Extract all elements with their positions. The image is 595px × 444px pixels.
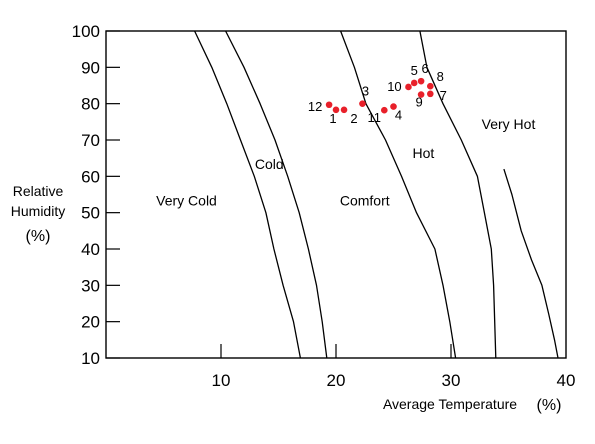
y-axis-label-line-3: (%) xyxy=(25,228,51,245)
y-tick-label: 40 xyxy=(81,240,100,259)
zone-boundaries xyxy=(194,30,559,359)
y-tick-label: 100 xyxy=(72,22,100,41)
x-axis-unit: (%) xyxy=(537,397,562,414)
y-tick-label: 60 xyxy=(81,167,100,186)
data-point-label: 7 xyxy=(440,88,447,103)
y-axis-ticks: 10 20 30 40 50 60 70 80 90 100 xyxy=(72,22,120,368)
y-axis-label-line-1: Relative xyxy=(12,183,64,199)
data-point xyxy=(405,83,412,91)
data-point-label: 10 xyxy=(387,79,401,94)
data-point xyxy=(340,106,348,114)
data-point xyxy=(410,79,418,87)
boundary-line-comfort-hot xyxy=(339,30,457,359)
x-tick-label: 20 xyxy=(327,371,346,390)
x-tick-label: 10 xyxy=(212,371,231,390)
zone-label: Very Hot xyxy=(482,116,536,132)
data-point-label: 12 xyxy=(308,99,322,114)
y-tick-label: 30 xyxy=(81,276,100,295)
data-point-label: 2 xyxy=(350,111,357,126)
data-point-label: 3 xyxy=(362,84,369,99)
y-tick-label: 80 xyxy=(81,95,100,114)
data-point-label: 8 xyxy=(437,69,444,84)
data-point xyxy=(417,77,425,85)
y-tick-label: 10 xyxy=(81,349,100,368)
y-axis-label-line-2: Humidity xyxy=(10,203,66,219)
x-axis-label: Average Temperature xyxy=(383,396,517,412)
x-tick-label: 30 xyxy=(442,371,461,390)
boundary-line-very-hot-edge xyxy=(503,168,559,359)
data-point xyxy=(417,91,425,98)
data-point xyxy=(332,106,340,114)
data-point xyxy=(359,100,366,107)
data-point-label: 1 xyxy=(329,111,336,126)
data-point-label: 11 xyxy=(368,110,382,125)
data-point-label: 4 xyxy=(395,108,402,123)
data-point xyxy=(381,106,388,114)
data-point xyxy=(390,103,397,110)
x-axis-ticks: 10 20 30 40 xyxy=(212,344,576,390)
zone-label: Very Cold xyxy=(156,192,217,208)
zone-label: Hot xyxy=(413,145,435,161)
boundary-line-cold-comfort xyxy=(225,30,328,359)
data-point-label: 9 xyxy=(415,95,422,110)
zone-labels: Very Cold Cold Comfort Hot Very Hot xyxy=(156,116,535,208)
zone-label: Cold xyxy=(255,156,284,172)
data-point-label: 5 xyxy=(411,63,418,78)
y-tick-label: 90 xyxy=(81,58,100,77)
data-point xyxy=(427,82,434,90)
boundary-line-very-cold-cold xyxy=(194,30,302,359)
x-tick-label: 40 xyxy=(557,371,576,390)
y-tick-label: 70 xyxy=(81,131,100,150)
zone-label: Comfort xyxy=(340,192,390,208)
data-point xyxy=(325,101,333,109)
y-tick-label: 50 xyxy=(81,204,100,223)
data-point xyxy=(427,90,434,98)
boundary-line-hot-very-hot xyxy=(419,30,497,359)
data-point-label: 6 xyxy=(421,61,428,76)
y-tick-label: 20 xyxy=(81,313,100,332)
